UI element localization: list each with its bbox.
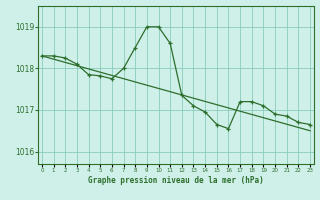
X-axis label: Graphe pression niveau de la mer (hPa): Graphe pression niveau de la mer (hPa): [88, 176, 264, 185]
